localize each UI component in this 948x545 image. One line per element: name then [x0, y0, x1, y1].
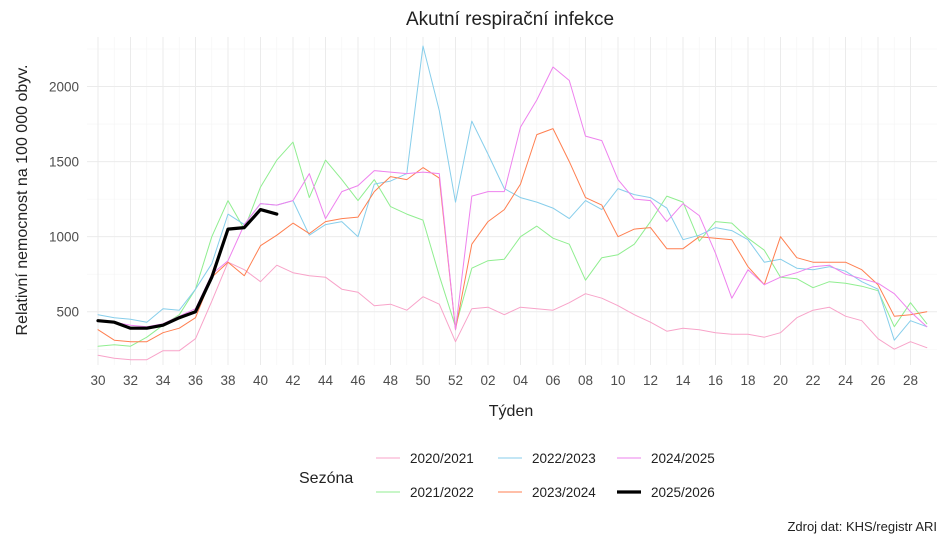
legend-item: 2020/2021	[376, 451, 474, 466]
x-tick-label: 34	[155, 373, 171, 388]
source-caption: Zdroj dat: KHS/registr ARI	[787, 519, 937, 534]
x-tick-label: 40	[253, 373, 268, 388]
y-axis-ticks: 500 1000 1500 2000	[49, 80, 79, 320]
x-tick-label: 50	[415, 373, 430, 388]
legend-label: 2022/2023	[532, 451, 596, 466]
legend-item: 2023/2024	[498, 485, 596, 500]
x-tick-label: 46	[350, 373, 365, 388]
y-tick-label: 1000	[49, 230, 79, 245]
y-tick-label: 2000	[49, 80, 79, 95]
legend-label: 2023/2024	[532, 485, 596, 500]
x-tick-label: 12	[643, 373, 658, 388]
series-lines	[96, 45, 928, 361]
x-tick-label: 36	[188, 373, 203, 388]
x-tick-label: 38	[220, 373, 235, 388]
legend-label: 2020/2021	[410, 451, 474, 466]
x-tick-label: 52	[448, 373, 463, 388]
series-line-2020-2021	[97, 261, 928, 361]
x-tick-label: 42	[285, 373, 300, 388]
series-line-2025-2026	[96, 208, 279, 330]
series-line-2023-2024	[97, 128, 928, 343]
series-line-2021-2022	[97, 141, 928, 347]
y-tick-label: 500	[56, 305, 79, 320]
series-line-2022-2023	[97, 45, 928, 341]
y-tick-label: 1500	[49, 155, 79, 170]
x-tick-label: 24	[838, 373, 854, 388]
legend: Sezóna 2020/2021 2021/2022 2022/2023 2023/2…	[299, 451, 715, 500]
x-axis-title: Týden	[489, 403, 533, 420]
y-axis-title: Relativní nemocnost na 100 000 obyv.	[14, 65, 31, 336]
legend-item: 2024/2025	[617, 451, 715, 466]
x-tick-label: 04	[513, 373, 529, 388]
x-tick-label: 22	[805, 373, 820, 388]
grid	[87, 37, 937, 365]
x-tick-label: 20	[773, 373, 788, 388]
x-tick-label: 06	[545, 373, 560, 388]
x-tick-label: 48	[383, 373, 398, 388]
x-tick-label: 02	[480, 373, 495, 388]
x-tick-label: 08	[578, 373, 593, 388]
x-axis-ticks: 30 32 34 36 38 40 42 44 46 48 50 52 02 04 06 08 10 12 14 16…	[90, 373, 918, 388]
x-tick-label: 10	[610, 373, 625, 388]
legend-item: 2021/2022	[376, 485, 474, 500]
x-tick-label: 32	[123, 373, 138, 388]
x-tick-label: 30	[90, 373, 105, 388]
series-line-2024-2025	[97, 66, 928, 331]
x-tick-label: 18	[740, 373, 755, 388]
legend-item: 2022/2023	[498, 451, 596, 466]
legend-label: 2025/2026	[651, 485, 715, 500]
chart-title: Akutní respirační infekce	[406, 9, 614, 30]
legend-label: 2024/2025	[651, 451, 715, 466]
legend-item: 2025/2026	[617, 485, 715, 500]
x-tick-label: 26	[870, 373, 885, 388]
x-tick-label: 16	[708, 373, 723, 388]
x-tick-label: 14	[675, 373, 691, 388]
legend-title: Sezóna	[299, 470, 353, 487]
legend-label: 2021/2022	[410, 485, 474, 500]
x-tick-label: 44	[318, 373, 334, 388]
x-tick-label: 28	[903, 373, 918, 388]
